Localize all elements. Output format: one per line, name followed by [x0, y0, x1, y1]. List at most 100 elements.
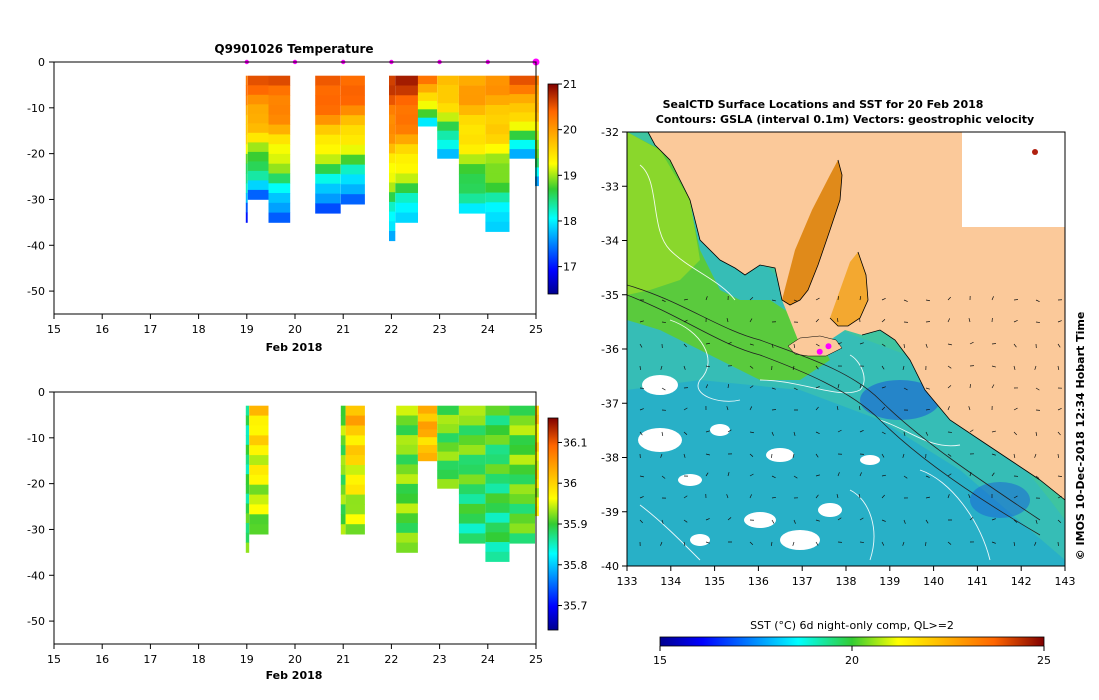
vector [1035, 387, 1040, 391]
vector [881, 541, 885, 546]
sal-cell [485, 512, 510, 523]
temp-cell [509, 139, 535, 150]
temp-cell [458, 203, 486, 214]
sal-cell [245, 415, 250, 426]
temp-cell [437, 130, 459, 141]
sal-cell [535, 460, 539, 471]
sal-cell [509, 425, 535, 436]
vector [837, 517, 842, 521]
temp-cell [247, 170, 269, 181]
temp-cell [417, 84, 438, 93]
temp-cell [315, 193, 341, 204]
temp-cell [535, 112, 539, 122]
sal-cell [345, 405, 365, 416]
temp-cell [458, 183, 486, 194]
vector [749, 494, 752, 499]
vector [726, 494, 729, 499]
vector [858, 405, 861, 411]
sal-cell [485, 522, 510, 533]
sal-cell [535, 442, 539, 452]
temp-cell [247, 113, 269, 124]
vector [815, 474, 820, 477]
temp-cell [485, 95, 510, 106]
temp-cell [389, 172, 396, 183]
y-tick-label: -20 [27, 148, 45, 161]
vector [749, 473, 754, 477]
vector [1057, 519, 1062, 523]
gsla-contours [639, 164, 991, 561]
vector [991, 472, 995, 477]
vector [683, 495, 688, 499]
vector [881, 474, 886, 477]
vector [661, 431, 664, 436]
vector [661, 519, 664, 524]
sal-cell [437, 442, 459, 452]
vector [881, 406, 886, 411]
temp-cell [535, 84, 539, 95]
sal-cell [340, 524, 346, 535]
y-tick-label: 0 [38, 386, 45, 399]
sst-colorbar [659, 636, 1045, 647]
temp-cell [268, 183, 291, 194]
lon-tick-label: 143 [1055, 575, 1076, 588]
x-tick-label: 15 [47, 323, 61, 336]
y-tick-label: -20 [27, 478, 45, 491]
vector [991, 453, 996, 456]
sst-map-panel: SealCTD Surface Locations and SST for 20… [601, 98, 1087, 667]
colorbar-tick-label: 21 [563, 78, 577, 91]
sal-cell [249, 494, 269, 505]
lat-tick-label: -37 [601, 397, 619, 410]
vector [925, 408, 930, 411]
sal-cell [535, 433, 539, 443]
colorbar-tick-label: 35.9 [563, 518, 588, 531]
x-tick-label: 16 [95, 323, 109, 336]
vector [859, 384, 862, 389]
vector [1057, 320, 1062, 323]
velocity-vectors [639, 295, 1063, 547]
vector [639, 431, 643, 436]
temp-cell [509, 84, 535, 95]
temp-cell [485, 153, 510, 164]
sal-cell [396, 444, 418, 455]
vector [815, 297, 820, 301]
temp-cell [245, 95, 248, 106]
sal-cell [437, 451, 459, 462]
sal-cell [485, 435, 510, 446]
colorbar-tick-label: 17 [563, 261, 577, 274]
sal-cell [249, 405, 269, 416]
bathymetry-line-2 [627, 294, 1041, 536]
colorbar-tick-label: 36 [563, 477, 577, 490]
lon-tick-label: 141 [967, 575, 988, 588]
sal-cell [509, 415, 535, 426]
temp-cell [389, 153, 396, 164]
sal-cell [535, 469, 539, 480]
sal-cell [485, 415, 510, 426]
sal-cell [340, 435, 346, 446]
vector [727, 517, 732, 521]
sal-cell [417, 429, 438, 438]
sal-cell [458, 435, 486, 446]
vector [1035, 321, 1041, 323]
temp-cell [268, 95, 291, 106]
vector [815, 406, 819, 411]
sal-cell [417, 421, 438, 430]
vector [947, 296, 951, 301]
sal-cell [396, 454, 418, 465]
sal-cell [345, 484, 365, 495]
temp-cell [417, 92, 438, 102]
temp-cell [437, 75, 459, 86]
sal-cell [340, 445, 346, 456]
temp-cell [247, 123, 269, 134]
vector [1057, 343, 1061, 348]
sal-cell [345, 455, 365, 466]
temp-cell [389, 85, 396, 96]
sal-cell [437, 424, 459, 434]
vector [771, 475, 776, 479]
vector [771, 496, 777, 499]
vector [683, 343, 687, 348]
vector [969, 341, 974, 345]
temp-cell [395, 124, 418, 135]
x-tick-label: 24 [481, 323, 495, 336]
vector [705, 518, 710, 521]
vector [903, 431, 906, 436]
